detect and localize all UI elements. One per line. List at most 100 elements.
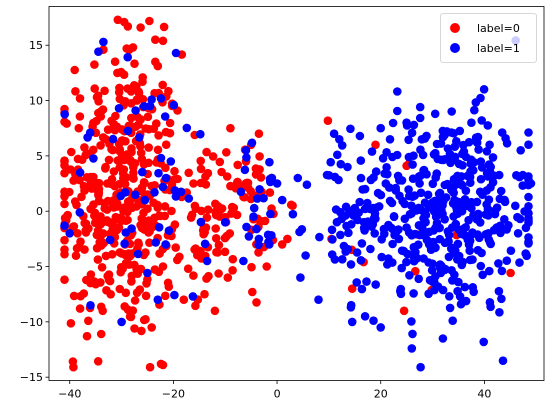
point-label-1 [422, 235, 432, 245]
point-label-1 [416, 188, 426, 198]
point-label-1 [485, 140, 494, 150]
point-label-1 [99, 37, 108, 47]
point-label-0 [106, 179, 116, 189]
point-label-1 [293, 173, 303, 183]
point-label-1 [352, 248, 362, 257]
point-label-1 [357, 284, 367, 294]
point-label-1 [513, 229, 523, 238]
point-label-0 [170, 175, 179, 184]
point-label-1 [352, 209, 362, 219]
point-label-1 [301, 251, 310, 260]
point-label-1 [500, 197, 510, 206]
point-label-1 [506, 246, 516, 255]
point-label-1 [139, 102, 149, 111]
point-label-0 [104, 275, 114, 285]
point-label-0 [104, 155, 114, 165]
point-label-0 [73, 229, 82, 238]
point-label-1 [482, 147, 492, 156]
point-label-0 [127, 113, 136, 123]
point-label-0 [154, 131, 163, 140]
point-label-0 [200, 289, 209, 299]
point-label-1 [419, 254, 428, 263]
x-tick-label: 20 [374, 388, 388, 401]
point-label-0 [184, 168, 193, 178]
point-label-0 [117, 216, 126, 226]
point-label-1 [485, 266, 494, 276]
point-label-0 [125, 312, 135, 321]
point-label-1 [388, 118, 398, 128]
point-label-1 [328, 235, 337, 244]
point-label-1 [476, 93, 485, 103]
point-label-1 [154, 168, 163, 178]
point-label-1 [147, 95, 156, 104]
point-label-0 [196, 164, 206, 174]
point-label-0 [109, 203, 119, 212]
point-label-1 [404, 152, 414, 162]
point-label-1 [492, 203, 502, 212]
point-label-1 [452, 137, 461, 146]
point-label-0 [75, 175, 84, 185]
point-label-1 [448, 276, 457, 285]
point-label-0 [255, 152, 264, 161]
point-label-1 [263, 230, 273, 240]
legend-marker-label-1 [450, 43, 460, 53]
point-label-0 [175, 252, 184, 262]
point-label-1 [429, 150, 439, 159]
point-label-1 [407, 128, 417, 138]
point-label-1 [485, 298, 495, 307]
point-label-0 [70, 65, 79, 75]
point-label-0 [203, 168, 213, 178]
point-label-0 [128, 43, 138, 52]
point-label-0 [70, 197, 80, 206]
point-label-0 [119, 173, 128, 183]
point-label-1 [322, 170, 332, 180]
point-label-0 [160, 211, 170, 221]
point-label-0 [158, 262, 168, 271]
point-label-1 [336, 207, 345, 217]
point-label-1 [388, 239, 397, 249]
point-label-1 [330, 172, 340, 182]
y-tick-label: 0 [36, 205, 43, 218]
point-label-0 [145, 16, 154, 26]
point-label-1 [428, 277, 437, 287]
point-label-0 [155, 249, 164, 258]
point-label-1 [83, 133, 92, 142]
point-label-0 [171, 243, 180, 252]
point-label-1 [171, 48, 181, 58]
point-label-0 [82, 331, 92, 341]
point-label-1 [352, 278, 362, 287]
point-label-0 [111, 111, 120, 121]
point-label-1 [143, 268, 152, 278]
point-label-0 [62, 119, 71, 128]
point-label-1 [428, 259, 437, 269]
point-label-1 [377, 252, 387, 262]
point-label-1 [376, 190, 386, 200]
point-label-1 [415, 102, 425, 112]
point-label-1 [116, 191, 125, 201]
point-label-1 [369, 316, 378, 326]
point-label-1 [105, 235, 115, 245]
point-label-0 [228, 254, 238, 264]
point-label-0 [161, 163, 170, 173]
point-label-1 [75, 168, 85, 177]
point-label-0 [69, 222, 79, 231]
point-label-0 [220, 233, 230, 243]
point-label-1 [472, 197, 482, 207]
point-label-1 [156, 153, 166, 163]
point-label-0 [149, 198, 158, 207]
point-label-0 [211, 224, 220, 233]
point-label-1 [366, 175, 376, 185]
point-label-1 [249, 212, 258, 221]
point-label-1 [184, 194, 194, 203]
point-label-0 [90, 60, 99, 69]
point-label-0 [136, 220, 145, 230]
point-label-1 [414, 172, 424, 181]
point-label-1 [423, 190, 433, 200]
point-label-1 [402, 257, 411, 267]
point-label-1 [166, 157, 176, 166]
x-tick-label: −20 [162, 388, 185, 401]
point-label-0 [232, 179, 242, 188]
point-label-1 [344, 228, 353, 238]
point-label-1 [135, 133, 144, 142]
point-label-1 [397, 263, 407, 273]
